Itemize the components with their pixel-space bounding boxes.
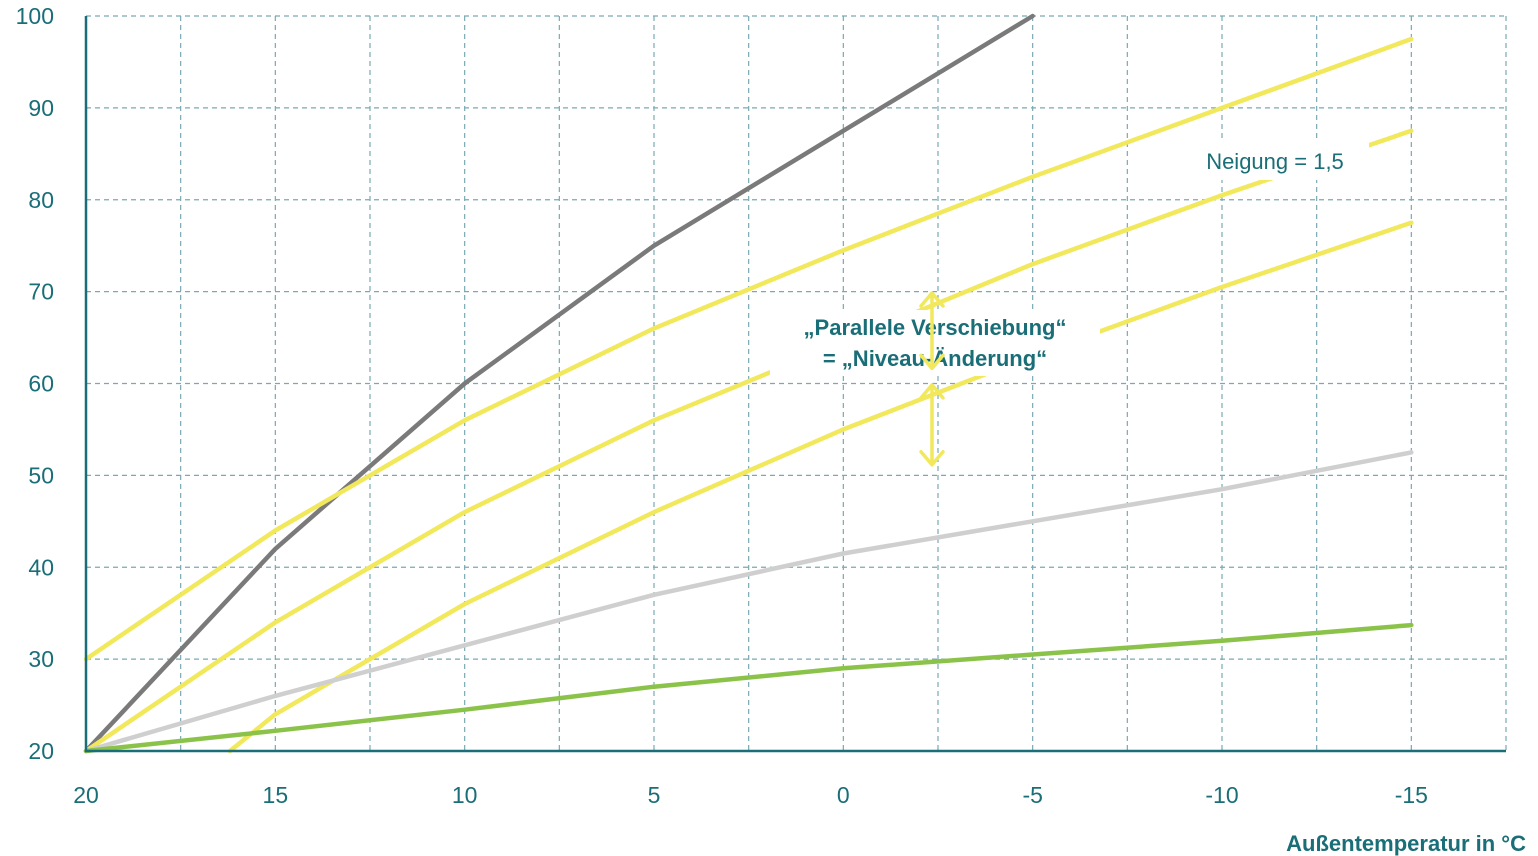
annotation-slope: Neigung = 1,5 (1206, 149, 1344, 174)
y-tick-label: 70 (28, 279, 54, 305)
arrow-head-down (919, 450, 945, 467)
y-tick-label: 60 (28, 371, 54, 397)
y-tick-label: 80 (28, 187, 54, 213)
series-line-4 (227, 220, 1414, 754)
double-arrow (919, 291, 945, 371)
shift-arrows (919, 291, 945, 467)
x-tick-label: -10 (1205, 782, 1238, 808)
double-arrow (919, 383, 945, 467)
x-tick-label: -5 (1022, 782, 1042, 808)
x-axis-label: Außentemperatur in °C (1286, 831, 1526, 856)
y-tick-label: 100 (16, 3, 54, 29)
series-line-2 (83, 36, 1414, 662)
arrow-head-up (919, 291, 945, 308)
slope-label-background (1183, 142, 1369, 180)
x-tick-label: 15 (263, 782, 289, 808)
axes (84, 16, 1506, 753)
annotation-parallel-shift: „Parallele Verschiebung“ (804, 315, 1067, 340)
x-tick-label: 0 (837, 782, 850, 808)
arrow-head-down (919, 353, 945, 371)
x-tick-label: -15 (1395, 782, 1428, 808)
y-tick-label: 50 (28, 462, 54, 488)
x-tick-label: 5 (648, 782, 661, 808)
y-tick-label: 90 (28, 95, 54, 121)
arrow-head-up (919, 383, 945, 400)
series-line-6 (83, 622, 1414, 754)
series-line-5 (83, 450, 1414, 754)
x-tick-label: 10 (452, 782, 478, 808)
y-tick-label: 40 (28, 554, 54, 580)
series-line-1 (83, 13, 1035, 754)
series-line-3 (83, 128, 1414, 754)
y-tick-label: 20 (28, 738, 54, 764)
x-tick-label: 20 (73, 782, 99, 808)
series-lines (83, 13, 1414, 754)
grid (86, 15, 1507, 751)
annotations: „Parallele Verschiebung“ = „Niveau-Änder… (770, 142, 1369, 376)
y-tick-label: 30 (28, 646, 54, 672)
